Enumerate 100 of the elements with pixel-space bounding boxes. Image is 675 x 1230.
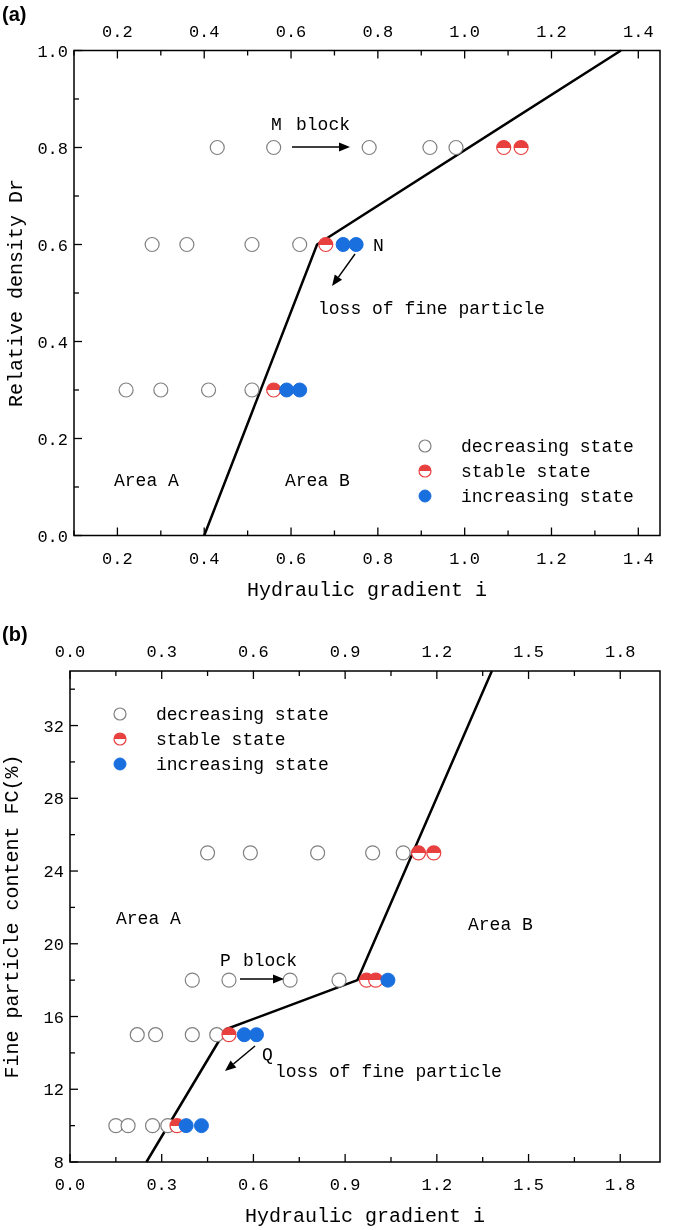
x-tick-label: 1.4 — [622, 22, 654, 42]
point — [292, 236, 308, 253]
point — [144, 1118, 161, 1134]
x2-tick-label: 0.2 — [102, 549, 133, 569]
annotation: block — [243, 951, 298, 971]
x2-tick-label: 0.8 — [362, 549, 394, 569]
point — [331, 972, 347, 988]
point — [426, 845, 442, 861]
point — [248, 1027, 264, 1043]
annotation: Area A — [114, 471, 180, 491]
x-tick-label: 1.2 — [421, 643, 453, 662]
x-tick-label: 0.6 — [275, 22, 307, 42]
point — [178, 1118, 194, 1134]
x2-tick-label: 0.9 — [329, 1176, 361, 1195]
point — [318, 236, 334, 253]
x-tick-label: 1.0 — [449, 22, 480, 42]
x-tick-label: 0.4 — [188, 22, 220, 42]
point — [348, 237, 364, 252]
point — [184, 1027, 200, 1043]
x2-tick-label: 0.6 — [238, 1176, 269, 1195]
point — [335, 237, 351, 252]
y-tick-label: 0.4 — [37, 333, 68, 353]
y-tick-label: 28 — [43, 790, 64, 810]
x-tick-label: 0.6 — [238, 643, 269, 662]
point — [236, 1027, 252, 1043]
point — [242, 845, 258, 861]
x-tick-label: 1.8 — [604, 643, 636, 662]
legend-label: decreasing state — [461, 437, 634, 457]
point — [496, 139, 512, 156]
point — [365, 845, 381, 861]
annotation: Area B — [285, 471, 351, 491]
point — [209, 1027, 225, 1043]
y-tick-label: 0.2 — [37, 430, 68, 450]
x2-tick-label: 1.4 — [622, 549, 654, 569]
point — [153, 382, 169, 398]
y-tick-label: 0.0 — [37, 527, 68, 547]
point — [184, 972, 200, 988]
point — [282, 972, 298, 988]
point — [410, 845, 427, 861]
annotation: loss of fine particle — [318, 299, 545, 319]
legend-label: decreasing state — [156, 705, 329, 725]
x-tick-label: 0.3 — [146, 643, 178, 662]
chart-title: (b) — [2, 623, 28, 645]
y-axis-title: Fine particle content FC(%) — [1, 754, 24, 1079]
annotation: N — [373, 236, 384, 256]
point — [266, 382, 282, 398]
point — [144, 236, 160, 253]
point — [108, 1118, 124, 1134]
legend-label: stable state — [156, 730, 286, 750]
annotation: Q — [262, 1045, 273, 1065]
x2-tick-label: 0.3 — [146, 1176, 178, 1195]
point — [395, 845, 411, 861]
x2-tick-label: 0.6 — [275, 549, 307, 569]
point — [221, 1027, 237, 1043]
chart-title: (a) — [2, 2, 27, 25]
legend-label: increasing state — [156, 755, 329, 775]
y-tick-label: 32 — [43, 717, 64, 737]
x-tick-label: 1.2 — [536, 22, 567, 42]
annotation: block — [296, 115, 351, 135]
annotation: P — [220, 951, 231, 971]
x-axis-title: Hydraulic gradient i — [244, 1205, 486, 1228]
point — [244, 382, 260, 398]
point — [193, 1118, 209, 1134]
point — [361, 139, 377, 156]
point — [199, 845, 216, 861]
x2-tick-label: 1.8 — [604, 1176, 636, 1195]
y-tick-label: 20 — [43, 935, 64, 955]
y-tick-label: 16 — [43, 1008, 64, 1028]
point — [310, 845, 326, 861]
x-tick-label: 1.5 — [513, 643, 544, 662]
x-tick-label: 0.2 — [102, 22, 133, 42]
y-tick-label: 24 — [43, 863, 64, 883]
point — [513, 139, 529, 156]
point — [292, 382, 308, 398]
point — [368, 972, 384, 988]
x-axis-title: Hydraulic gradient i — [246, 578, 488, 602]
y-tick-label: 1.0 — [37, 42, 68, 62]
point — [380, 972, 396, 988]
annotation: Area B — [468, 915, 534, 935]
y-axis-title: Relative density Dr — [5, 178, 28, 408]
point — [129, 1027, 145, 1043]
annotation: M — [271, 115, 282, 135]
x2-tick-label: 1.0 — [449, 549, 480, 569]
legend-label: increasing state — [461, 487, 634, 507]
y-tick-label: 0.6 — [37, 236, 68, 256]
legend-label: stable state — [461, 462, 591, 482]
annotation: loss of fine particle — [275, 1062, 502, 1082]
y-tick-label: 8 — [53, 1154, 64, 1173]
x2-tick-label: 1.5 — [513, 1176, 544, 1195]
point — [179, 236, 195, 253]
y-tick-label: 12 — [43, 1081, 64, 1101]
x2-tick-label: 0.4 — [188, 549, 220, 569]
point — [221, 972, 237, 988]
annotation: Area A — [116, 909, 182, 929]
point — [118, 382, 134, 398]
x2-tick-label: 1.2 — [421, 1176, 453, 1195]
point — [448, 139, 464, 156]
point — [148, 1027, 164, 1043]
x-tick-label: 0.9 — [329, 643, 361, 662]
point — [422, 139, 438, 156]
